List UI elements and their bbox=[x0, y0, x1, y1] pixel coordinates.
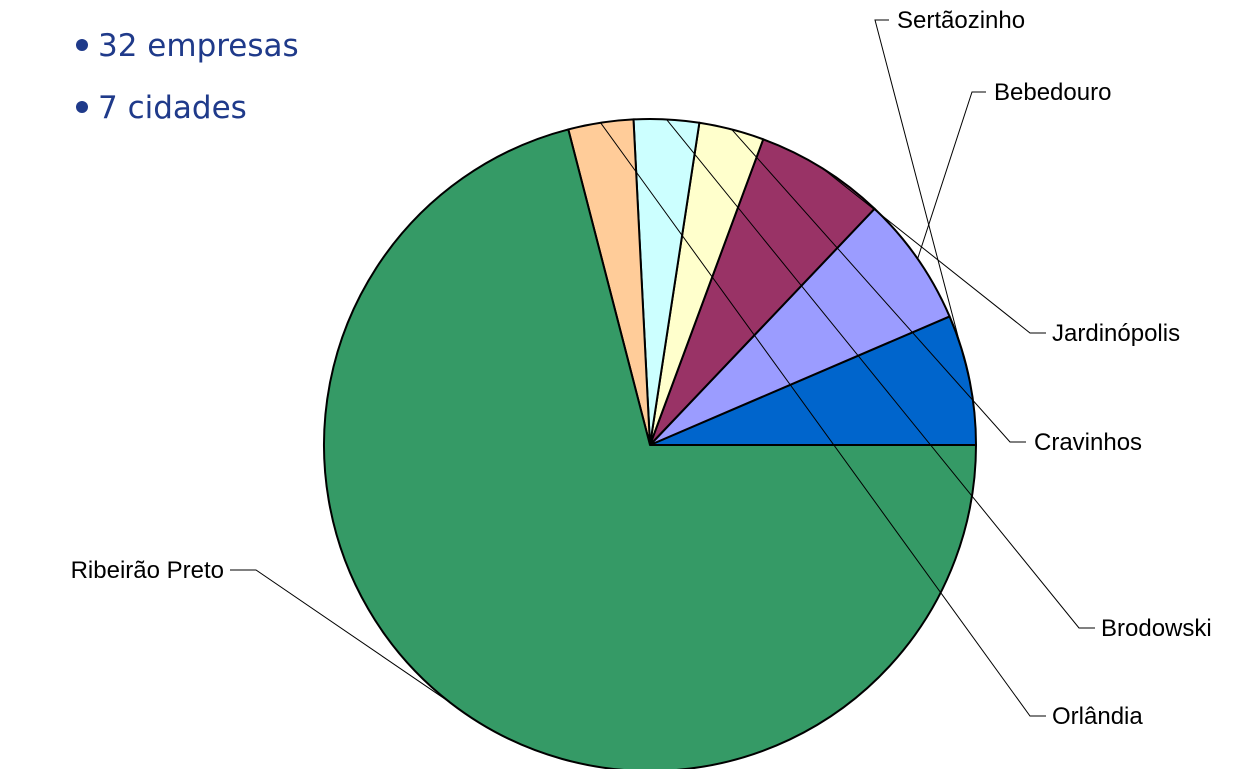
leader-line-jardinopolis bbox=[822, 167, 1046, 334]
slice-label-jardinopolis: Jardinópolis bbox=[1052, 320, 1180, 347]
bullet-item-cidades: 7 cidades bbox=[76, 82, 299, 144]
pie-slices bbox=[323, 118, 977, 769]
leader-line-bebedouro bbox=[917, 91, 986, 259]
slice-label-ribeirao-preto: Ribeirão Preto bbox=[71, 557, 224, 584]
leader-line-orlandia bbox=[600, 122, 1046, 717]
slice-labels: Sertãozinho Bebedouro Jardinópolis Cravinho… bbox=[71, 7, 1212, 730]
leader-lines bbox=[230, 19, 1095, 717]
slice-label-sertaozinho: Sertãozinho bbox=[897, 7, 1025, 34]
bullet-item-empresas: 32 empresas bbox=[76, 20, 299, 82]
bullet-list: 32 empresas 7 cidades bbox=[76, 20, 299, 144]
bullet-dot-icon bbox=[76, 38, 88, 51]
slice-label-cravinhos: Cravinhos bbox=[1034, 429, 1142, 456]
slice-label-orlandia: Orlândia bbox=[1052, 703, 1143, 730]
bullet-text: 32 empresas bbox=[98, 28, 299, 64]
slice-label-bebedouro: Bebedouro bbox=[994, 79, 1111, 106]
leader-line-cravinhos bbox=[731, 129, 1026, 443]
slice-label-brodowski: Brodowski bbox=[1101, 615, 1212, 642]
bullet-dot-icon bbox=[76, 100, 88, 113]
bullet-text: 7 cidades bbox=[98, 90, 247, 126]
leader-line-ribeirao-preto bbox=[230, 569, 451, 704]
leader-line-brodowski bbox=[666, 119, 1095, 629]
